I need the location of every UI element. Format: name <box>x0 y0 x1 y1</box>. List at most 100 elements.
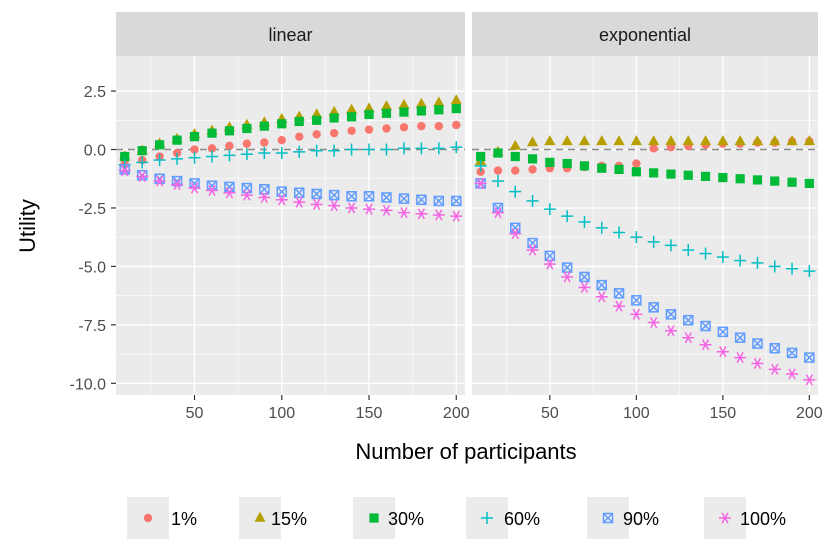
data-point <box>561 135 573 146</box>
data-point <box>630 231 643 244</box>
data-point <box>258 191 271 204</box>
data-point <box>476 151 486 162</box>
data-point <box>433 195 445 207</box>
data-point <box>153 154 166 167</box>
data-point <box>223 187 236 199</box>
data-point <box>452 120 461 130</box>
data-point <box>648 302 659 313</box>
series-exponential-90pct <box>475 178 815 363</box>
y-tick-label: 2.5 <box>84 84 106 101</box>
data-point <box>136 170 149 182</box>
data-point <box>346 112 357 122</box>
data-point <box>561 262 573 273</box>
x-tick-label: 150 <box>709 405 736 422</box>
data-point <box>649 168 659 178</box>
data-point <box>804 352 815 363</box>
series-exponential-30pct <box>476 148 814 189</box>
data-point <box>450 141 463 154</box>
x-axis-exponential: 50 100 150 200 <box>541 395 823 422</box>
legend-label: 15% <box>271 509 307 529</box>
data-point <box>450 210 463 222</box>
data-point <box>205 184 218 197</box>
data-point <box>329 113 339 123</box>
data-point <box>259 121 269 131</box>
legend-item: 15% <box>239 497 307 539</box>
data-point <box>526 194 539 207</box>
legend-item: 30% <box>353 497 424 539</box>
data-point <box>190 145 199 154</box>
data-point <box>275 194 288 206</box>
data-point <box>786 368 799 380</box>
data-point <box>136 156 149 169</box>
y-axis: 2.5 0.0 -2.5 -5.0 -7.5 -10.0 <box>70 84 116 393</box>
data-point <box>345 143 358 156</box>
data-point <box>649 144 658 153</box>
data-point <box>734 254 747 267</box>
data-point <box>786 347 798 359</box>
data-point <box>397 207 410 219</box>
y-tick-label: -5.0 <box>78 259 106 276</box>
legend-label: 90% <box>623 509 659 529</box>
data-point <box>224 126 235 136</box>
data-point <box>683 314 694 326</box>
data-point <box>752 338 763 349</box>
data-point <box>293 187 305 199</box>
data-point <box>596 279 607 291</box>
data-point <box>716 346 729 358</box>
data-point <box>509 228 522 240</box>
y-tick-label: 0.0 <box>84 143 106 160</box>
data-point <box>223 149 236 162</box>
legend-item: 100% <box>704 497 786 539</box>
legend-label: 100% <box>740 509 786 529</box>
data-point <box>613 288 625 299</box>
data-point <box>329 128 339 138</box>
data-point <box>295 132 304 141</box>
data-point <box>768 363 781 375</box>
data-point <box>345 103 358 114</box>
data-point <box>347 126 356 136</box>
data-point <box>734 352 747 364</box>
data-point <box>364 125 374 134</box>
data-point <box>579 161 590 171</box>
data-point <box>451 104 461 114</box>
series-exponential-60pct <box>474 159 816 278</box>
legend-item: 1% <box>127 497 197 539</box>
series-exponential-15pct <box>475 135 815 166</box>
data-point <box>682 332 695 344</box>
data-point <box>474 177 487 189</box>
legend-item: 90% <box>587 497 659 539</box>
data-point <box>735 174 745 184</box>
data-point <box>491 207 504 219</box>
data-point <box>664 239 677 252</box>
data-point <box>380 204 393 216</box>
data-point <box>526 244 539 256</box>
data-point <box>665 309 677 320</box>
data-point <box>381 192 392 203</box>
data-point <box>293 196 306 208</box>
data-point <box>595 291 608 303</box>
series-exponential-100pct <box>474 177 816 386</box>
data-point <box>509 185 522 198</box>
data-point <box>699 339 712 351</box>
legend-item: 60% <box>466 497 540 539</box>
data-point <box>699 135 712 146</box>
data-point <box>346 191 357 202</box>
data-point <box>718 172 728 183</box>
x-tick-label: 50 <box>186 405 204 422</box>
legend-key-symbol <box>254 511 266 522</box>
data-point <box>242 139 252 148</box>
data-point <box>328 144 341 157</box>
x-tick-label: 150 <box>356 405 383 422</box>
x-axis-linear: 50 100 150 200 <box>186 395 470 422</box>
data-point <box>118 164 131 177</box>
data-point <box>614 164 624 174</box>
data-point <box>716 251 729 264</box>
data-point <box>528 165 537 174</box>
data-point <box>631 167 641 177</box>
data-point <box>310 144 323 157</box>
data-point <box>294 116 304 127</box>
data-point <box>769 342 780 354</box>
y-tick-label: -2.5 <box>78 201 106 218</box>
x-axis-title: Number of participants <box>355 439 576 464</box>
